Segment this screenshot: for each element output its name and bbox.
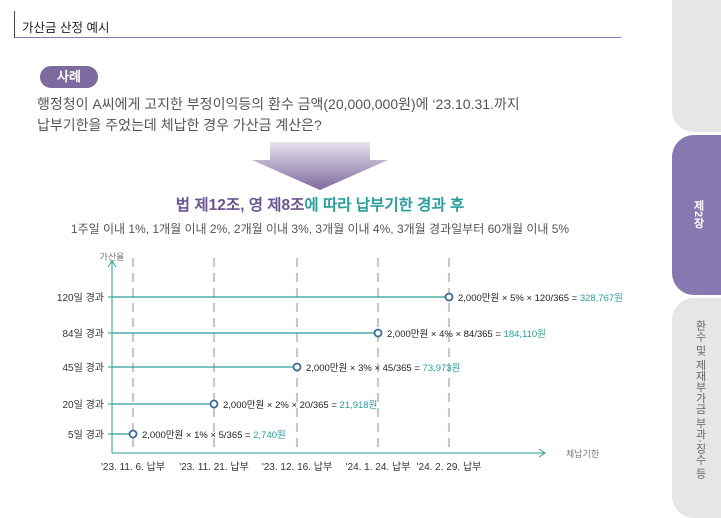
row-label: 120일 경과 [57,291,104,304]
case-description: 행정청이 A씨에게 고지한 부정이익등의 환수 금액(20,000,000원)에… [37,94,520,136]
down-arrow-icon [252,142,388,190]
x-axis-arrowhead [538,448,546,458]
result-value: 328,767원 [580,293,623,304]
formula-label: 2,000만원 × 4% × 84/365 = 184,110원 [387,329,546,340]
date-label: '24. 2. 29. 납부 [417,461,482,473]
formula-label: 2,000만원 × 1% × 5/365 = 2,740원 [142,430,286,441]
formula-label: 2,000만원 × 3% × 45/365 = 73,973원 [306,363,460,374]
x-axis-label: 체납기한 [566,449,599,459]
section-header: 가산금 산정 예시 [14,11,621,38]
payment-point [373,328,383,338]
payment-point [209,399,219,409]
date-label: '23. 12. 16. 납부 [262,461,332,473]
row-label: 5일 경과 [68,428,104,441]
formula-label: 2,000만원 × 5% × 120/365 = 328,767원 [458,293,623,304]
date-label: '23. 11. 6. 납부 [101,461,165,473]
date-label: '23. 11. 21. 납부 [179,461,249,473]
side-tab-previous[interactable] [672,0,721,132]
side-tab-chapter2-label: 제2장 [692,200,704,229]
result-value: 2,740원 [253,430,286,441]
case-line-2: 납부기한을 주었는데 체납한 경우 가산금 계산은? [37,117,322,133]
y-axis-arrowhead [107,260,117,268]
law-title: 법 제12조, 영 제8조에 따라 납부기한 경과 후 [0,193,640,215]
row-label: 84일 경과 [62,327,104,340]
payment-point [444,292,454,302]
side-tab-chapter2[interactable] [672,135,721,295]
law-subtitle: 1주일 이내 1%, 1개월 이내 2%, 2개월 이내 3%, 3개월 이내 … [70,222,570,236]
case-tag: 사례 [40,66,98,88]
side-tab-next[interactable] [672,298,721,518]
law-title-rest: 에 따라 납부기한 경과 후 [304,197,465,214]
row-label: 20일 경과 [62,398,104,411]
case-line-1: 행정청이 A씨에게 고지한 부정이익등의 환수 금액(20,000,000원)에… [37,96,520,112]
result-value: 73,973원 [423,363,461,374]
payment-point [292,362,302,372]
section-title: 가산금 산정 예시 [22,21,110,35]
date-label: '24. 1. 24. 납부 [346,461,411,473]
formula-label: 2,000만원 × 2% × 20/365 = 21,918원 [223,400,377,411]
result-value: 184,110원 [504,329,546,340]
y-axis-label: 가산율 [100,252,125,262]
payment-point [128,429,138,439]
row-label: 45일 경과 [62,361,104,374]
law-title-ref: 법 제12조, 영 제8조 [175,197,305,214]
side-tab-next-label: 환수 및 제재부가금 부과·징수 등 [694,320,706,479]
result-value: 21,918원 [340,400,378,411]
